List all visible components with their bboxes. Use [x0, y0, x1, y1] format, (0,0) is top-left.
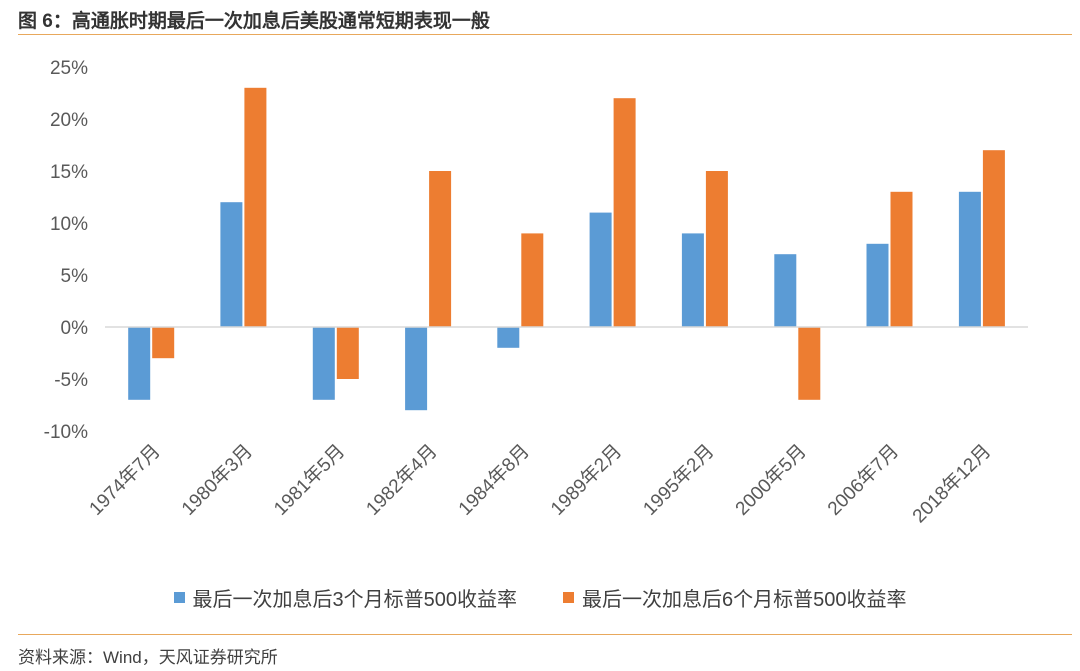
- y-tick-label: 25%: [50, 58, 88, 79]
- bar-series-2-9: [982, 150, 1005, 327]
- bar-series-1-9: [958, 191, 981, 327]
- y-axis-ticks: 25% 20% 15% 10% 5% 0% -5% -10%: [44, 58, 88, 443]
- bar-series-1-1: [220, 202, 243, 327]
- bars: [128, 87, 1005, 411]
- legend: 最后一次加息后3个月标普500收益率 最后一次加息后6个月标普500收益率: [0, 583, 1080, 612]
- bar-series-1-4: [497, 327, 520, 348]
- bar-series-2-1: [244, 87, 267, 327]
- legend-swatch-series-1: [173, 592, 185, 603]
- bar-series-1-0: [128, 327, 151, 400]
- bar-series-1-8: [866, 243, 889, 327]
- x-axis-categories: 1974年7月 1980年3月 1981年5月 1982年4月 1984年8月 1989年…: [85, 440, 995, 527]
- legend-label-series-2: 最后一次加息后6个月标普500收益率: [582, 589, 907, 611]
- x-tick-label: 1974年7月: [85, 440, 165, 520]
- bar-series-2-0: [152, 327, 175, 359]
- source-note: 资料来源：Wind，天风证券研究所: [18, 648, 278, 667]
- bar-series-2-7: [798, 327, 821, 400]
- y-tick-label: -5%: [54, 370, 88, 391]
- bar-series-2-2: [336, 327, 359, 379]
- x-tick-label: 2018年12月: [908, 440, 995, 527]
- y-tick-label: 5%: [61, 266, 89, 287]
- bar-chart: 25%20%15%10%5%0%-5%-10% 1974年7月 1980年3月 19…: [44, 58, 1028, 527]
- x-tick-label: 1982年4月: [362, 440, 442, 520]
- top-divider: [18, 34, 1072, 35]
- bar-series-2-5: [613, 98, 636, 327]
- x-tick-label: 2000年5月: [731, 440, 811, 520]
- bottom-divider: [18, 634, 1072, 635]
- x-tick-label: 1981年5月: [269, 440, 349, 520]
- bar-series-1-3: [405, 327, 428, 411]
- x-tick-label: 1989年2月: [546, 440, 626, 520]
- legend-item-series-2: 最后一次加息后6个月标普500收益率: [563, 583, 907, 612]
- x-tick-label: 1980年3月: [177, 440, 257, 520]
- bar-series-1-5: [589, 212, 612, 327]
- bar-series-1-7: [774, 254, 797, 327]
- legend-item-series-1: 最后一次加息后3个月标普500收益率: [173, 583, 518, 612]
- legend-label-series-1: 最后一次加息后3个月标普500收益率: [192, 589, 518, 611]
- x-tick-label: 1995年2月: [639, 440, 719, 520]
- bar-series-1-2: [312, 327, 335, 400]
- bar-series-2-6: [705, 171, 728, 327]
- bar-series-2-8: [890, 191, 913, 327]
- y-tick-label: -10%: [44, 422, 88, 443]
- bar-series-2-4: [521, 233, 544, 327]
- legend-swatch-series-2: [563, 592, 574, 603]
- x-tick-label: 2006年7月: [823, 440, 903, 520]
- y-tick-label: 20%: [50, 110, 88, 131]
- x-tick-label: 1984年8月: [454, 440, 534, 520]
- bar-series-1-6: [681, 233, 704, 327]
- y-tick-label: 0%: [61, 318, 89, 339]
- bar-series-2-3: [429, 171, 452, 327]
- y-tick-label: 15%: [50, 162, 88, 183]
- y-tick-label: 10%: [50, 214, 88, 235]
- figure-title: 图 6：高通胀时期最后一次加息后美股通常短期表现一般: [18, 11, 490, 32]
